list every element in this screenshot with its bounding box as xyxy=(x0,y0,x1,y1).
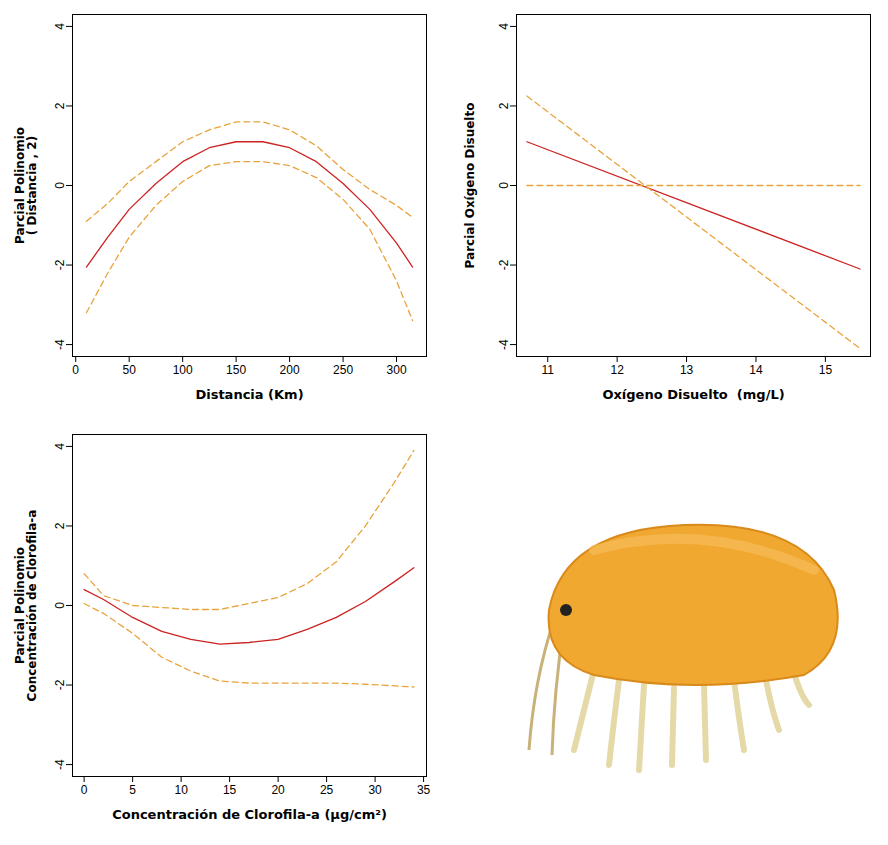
svg-text:-2: -2 xyxy=(53,679,67,690)
svg-text:150: 150 xyxy=(226,363,246,377)
svg-text:5: 5 xyxy=(129,783,136,797)
svg-text:11: 11 xyxy=(542,363,555,377)
svg-text:Distancia (Km): Distancia (Km) xyxy=(195,387,303,402)
svg-text:Concentración de Clorofila-a (: Concentración de Clorofila-a (μg/cm²) xyxy=(112,807,387,822)
svg-text:-2: -2 xyxy=(53,259,67,270)
svg-text:Parcial PolinomioConcentración: Parcial PolinomioConcentración de Clorof… xyxy=(13,510,39,702)
svg-text:20: 20 xyxy=(271,783,285,797)
svg-text:4: 4 xyxy=(53,443,67,450)
svg-text:Parcial Oxígeno Disuelto: Parcial Oxígeno Disuelto xyxy=(463,103,477,269)
svg-text:300: 300 xyxy=(387,363,407,377)
svg-text:0: 0 xyxy=(497,182,511,189)
svg-text:25: 25 xyxy=(320,783,334,797)
svg-text:15: 15 xyxy=(819,363,833,377)
svg-text:-4: -4 xyxy=(53,339,67,350)
svg-text:35: 35 xyxy=(417,783,431,797)
svg-text:0: 0 xyxy=(53,602,67,609)
svg-text:2: 2 xyxy=(497,102,511,109)
svg-text:0: 0 xyxy=(53,182,67,189)
svg-text:-4: -4 xyxy=(497,339,511,350)
svg-text:-4: -4 xyxy=(53,759,67,770)
svg-text:100: 100 xyxy=(173,363,193,377)
svg-text:10: 10 xyxy=(174,783,188,797)
svg-text:2: 2 xyxy=(53,522,67,529)
svg-text:50: 50 xyxy=(123,363,137,377)
svg-text:200: 200 xyxy=(280,363,300,377)
svg-text:15: 15 xyxy=(223,783,237,797)
svg-text:Parcial Polinomio( Distancia ,: Parcial Polinomio( Distancia , 2) xyxy=(13,127,39,244)
svg-text:-2: -2 xyxy=(497,259,511,270)
svg-text:14: 14 xyxy=(749,363,763,377)
svg-text:4: 4 xyxy=(497,23,511,30)
svg-text:13: 13 xyxy=(680,363,694,377)
svg-text:0: 0 xyxy=(81,783,88,797)
svg-text:30: 30 xyxy=(368,783,382,797)
svg-text:2: 2 xyxy=(53,102,67,109)
svg-text:0: 0 xyxy=(72,363,79,377)
svg-text:250: 250 xyxy=(333,363,353,377)
svg-text:Oxígeno Disuelto (mg/L): Oxígeno Disuelto (mg/L) xyxy=(602,387,784,402)
svg-text:12: 12 xyxy=(610,363,624,377)
svg-text:4: 4 xyxy=(53,23,67,30)
